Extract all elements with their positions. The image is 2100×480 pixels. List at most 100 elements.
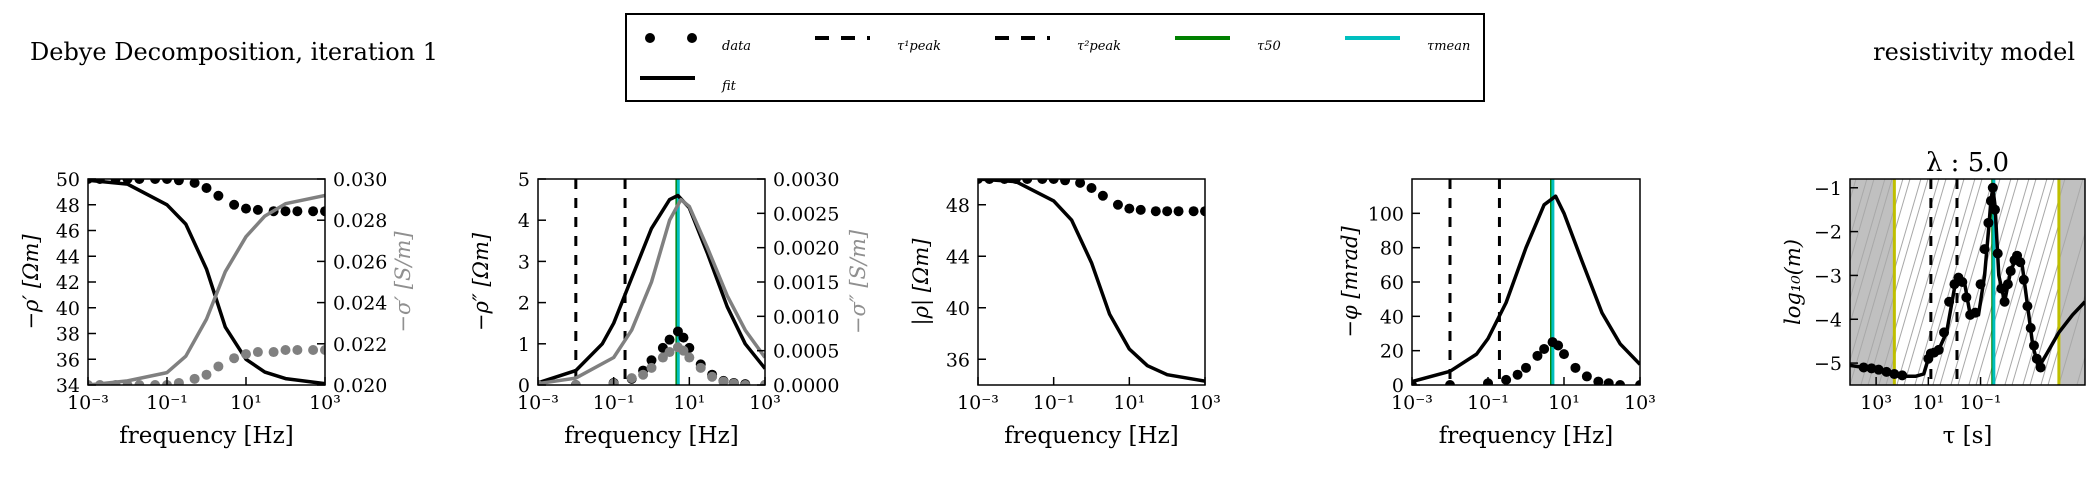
band-hatch xyxy=(1850,179,1868,239)
data-point xyxy=(134,380,145,385)
legend-label: τmean xyxy=(1427,39,1470,54)
x-axis-label: frequency [Hz] xyxy=(1004,423,1178,449)
y2-axis-label: −σ′ [S/m] xyxy=(391,231,415,333)
band-hatch xyxy=(1616,179,1676,385)
y2-tick-label: 0.024 xyxy=(333,293,387,315)
data-point xyxy=(2005,266,2016,277)
data-point xyxy=(646,362,657,373)
data-point xyxy=(1933,344,1944,355)
data-point xyxy=(229,353,240,364)
band-hatch xyxy=(2083,379,2085,385)
band-hatch xyxy=(1878,179,1940,385)
data-point xyxy=(189,179,200,188)
series-phi_fit xyxy=(1412,194,1640,384)
data-point xyxy=(1075,179,1086,188)
plot-area xyxy=(1412,179,1640,385)
x-axis-label: frequency [Hz] xyxy=(1439,423,1613,449)
plot-area xyxy=(978,179,1205,383)
y-tick-label: 5 xyxy=(518,169,530,191)
data-point xyxy=(1188,206,1199,217)
x-tick-label: 10⁻³ xyxy=(517,392,559,414)
y2-tick-label: 0.026 xyxy=(333,251,387,273)
y-axis-label: log₁₀(m) xyxy=(1781,239,1805,325)
y2-tick-label: 0.0025 xyxy=(773,203,839,225)
x-tick-label: 10⁻³ xyxy=(67,392,109,414)
y-tick-label: 46 xyxy=(56,221,80,243)
plot-title: λ : 5.0 xyxy=(1926,148,2009,178)
legend-marker xyxy=(645,33,655,43)
data-point xyxy=(999,179,1010,184)
data-point xyxy=(728,378,739,385)
data-point xyxy=(1999,296,2010,307)
y-tick-label: 60 xyxy=(1380,272,1404,294)
y2-tick-label: 0.0000 xyxy=(773,375,839,397)
data-point xyxy=(1635,380,1640,385)
band-hatch xyxy=(1850,179,1911,385)
y-tick-label: 42 xyxy=(56,272,80,294)
data-point xyxy=(1539,343,1550,354)
band-hatch xyxy=(2040,231,2085,385)
data-point xyxy=(984,179,995,184)
band-hatch xyxy=(1867,179,1929,385)
y-tick-label: 40 xyxy=(946,298,970,320)
data-point xyxy=(1135,204,1146,215)
y-tick-label: −1 xyxy=(1814,178,1842,200)
y2-tick-label: 0.0020 xyxy=(773,238,839,260)
data-point xyxy=(1881,366,1892,377)
plot-area xyxy=(1562,179,2085,385)
data-point xyxy=(213,361,224,372)
data-point xyxy=(134,179,145,184)
data-point xyxy=(110,380,121,385)
data-point xyxy=(213,190,224,201)
data-point xyxy=(626,373,637,384)
data-point xyxy=(2015,257,2026,268)
legend-marker xyxy=(687,33,697,43)
data-point xyxy=(122,380,133,385)
data-point xyxy=(1037,179,1048,184)
series-sigma_fit xyxy=(88,193,325,385)
data-point xyxy=(122,179,133,184)
plot-area xyxy=(538,179,765,385)
data-point xyxy=(1593,376,1604,385)
y-tick-label: −5 xyxy=(1814,353,1842,375)
x-tick-label: 10⁻¹ xyxy=(1033,392,1075,414)
band-hatch xyxy=(1699,179,1759,385)
y-tick-label: 2 xyxy=(518,293,530,315)
data-point xyxy=(657,352,668,363)
data-point xyxy=(1112,199,1123,210)
data-point xyxy=(664,347,675,358)
band-hatch xyxy=(1903,179,1965,385)
legend-item: fit xyxy=(640,76,737,94)
band-hatch xyxy=(1706,179,1766,385)
band-hatch xyxy=(1562,179,1622,385)
plot-3: 10⁻³ 10⁻¹ 10¹ 10³ 36 40 44 48 frequency [Hz] |ρ| … xyxy=(909,178,1221,449)
data-point xyxy=(1987,182,1998,193)
x-tick-label: 10³ xyxy=(1189,392,1221,414)
data-point xyxy=(150,380,161,385)
y-tick-label: 0 xyxy=(518,375,530,397)
plot-frame xyxy=(1411,178,1641,386)
data-point xyxy=(1858,362,1869,373)
data-point xyxy=(1501,374,1512,385)
shaded-band xyxy=(2058,179,2085,385)
legend-item: τ²peak xyxy=(995,36,1121,54)
band-hatch xyxy=(1670,179,1730,385)
x-tick-label: 10³ xyxy=(1860,392,1892,414)
x-tick-label: 10⁻¹ xyxy=(146,392,188,414)
data-point xyxy=(1048,179,1059,184)
x-tick-label: 10⁻¹ xyxy=(593,392,635,414)
x-tick-label: 10¹ xyxy=(1548,392,1580,414)
data-point xyxy=(1957,277,1968,287)
data-point xyxy=(292,344,303,355)
data-point xyxy=(1445,380,1455,385)
y-axis-label: −φ [mrad] xyxy=(1338,226,1362,338)
y2-tick-label: 0.0005 xyxy=(773,341,839,363)
data-point xyxy=(718,376,729,385)
x-tick-label: 10¹ xyxy=(1113,392,1145,414)
band-hatch xyxy=(1724,179,1784,385)
y-tick-label: 40 xyxy=(1380,306,1404,328)
data-point xyxy=(664,334,675,345)
band-hatch xyxy=(1885,179,1947,385)
data-point xyxy=(570,380,581,385)
